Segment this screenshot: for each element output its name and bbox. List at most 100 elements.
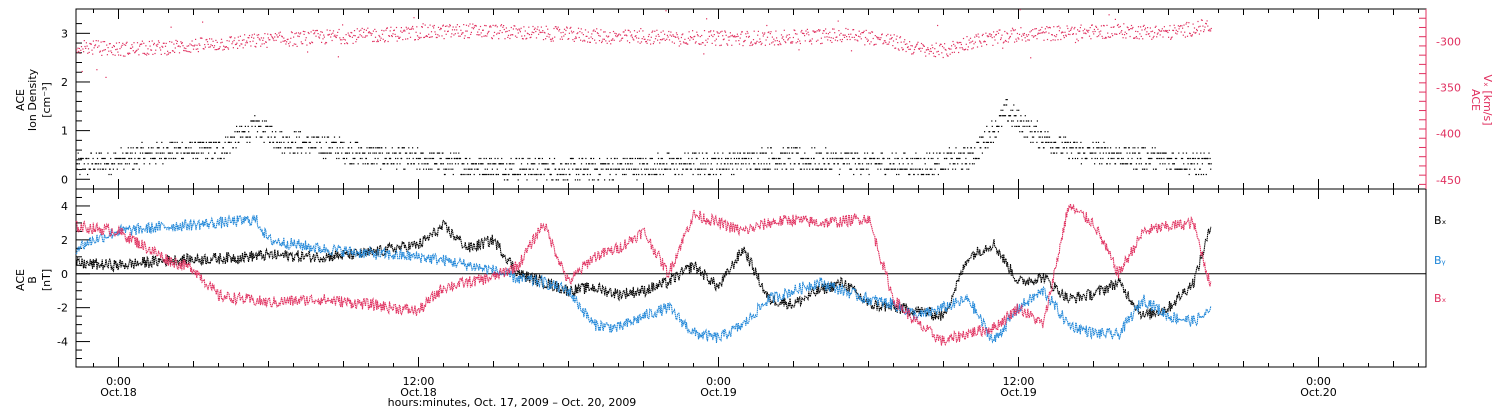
- data-point: [470, 31, 472, 33]
- data-point: [1190, 35, 1192, 37]
- data-point: [115, 49, 117, 51]
- data-point: [1058, 30, 1060, 32]
- data-point: [442, 25, 444, 27]
- data-point: [293, 131, 295, 133]
- data-point: [614, 32, 616, 34]
- data-point: [1039, 147, 1041, 149]
- data-point: [761, 42, 763, 44]
- data-point: [902, 163, 904, 165]
- data-point: [362, 36, 364, 38]
- data-point: [506, 30, 508, 32]
- data-point: [687, 168, 689, 170]
- data-point: [603, 163, 605, 165]
- data-point: [547, 28, 549, 30]
- data-point: [1165, 152, 1167, 154]
- data-point: [854, 163, 856, 165]
- data-point: [547, 163, 549, 165]
- data-point: [1107, 32, 1109, 34]
- data-point: [673, 168, 675, 170]
- data-point: [832, 28, 834, 30]
- data-point: [645, 168, 647, 170]
- data-point: [755, 168, 757, 170]
- data-point: [758, 41, 760, 43]
- data-point: [736, 157, 738, 160]
- data-point: [358, 147, 360, 149]
- data-point: [96, 69, 98, 71]
- data-point: [890, 38, 892, 40]
- data-point: [1179, 26, 1181, 28]
- data-point: [715, 44, 717, 46]
- data-point: [124, 157, 126, 160]
- data-point: [997, 125, 999, 127]
- data-point: [413, 17, 415, 19]
- data-point: [339, 147, 341, 149]
- data-point: [288, 43, 290, 45]
- data-point: [458, 26, 461, 28]
- data-point: [204, 46, 206, 48]
- data-point: [375, 152, 377, 154]
- data-point: [454, 29, 456, 31]
- data-point: [423, 168, 425, 170]
- data-point: [691, 37, 693, 39]
- data-point: [516, 36, 518, 38]
- data-point: [740, 168, 742, 170]
- data-point: [871, 31, 873, 33]
- data-point: [701, 168, 703, 170]
- data-point: [549, 34, 551, 36]
- data-point: [141, 43, 143, 45]
- data-point: [545, 25, 547, 27]
- data-point: [1003, 115, 1005, 117]
- data-point: [479, 25, 482, 28]
- data-point: [923, 45, 925, 47]
- data-point: [881, 152, 883, 154]
- data-point: [158, 41, 160, 44]
- data-point: [582, 173, 584, 176]
- data-point: [674, 36, 676, 38]
- data-point: [426, 157, 428, 160]
- legend-bz: Bₓ: [1434, 292, 1447, 305]
- data-point: [706, 18, 708, 20]
- data-point: [226, 152, 228, 154]
- data-point: [530, 36, 532, 38]
- data-point: [633, 30, 636, 32]
- data-point: [748, 36, 750, 38]
- data-point: [394, 152, 396, 154]
- data-point: [458, 35, 460, 37]
- data-point: [262, 39, 264, 41]
- data-point: [1069, 147, 1071, 149]
- data-point: [305, 37, 307, 39]
- data-point: [997, 42, 999, 44]
- data-point: [1169, 25, 1171, 27]
- data-point: [1177, 25, 1179, 27]
- data-point: [1003, 104, 1005, 106]
- data-point: [774, 40, 776, 42]
- data-point: [971, 163, 974, 165]
- data-point: [112, 163, 114, 165]
- data-point: [666, 152, 668, 154]
- data-point: [857, 157, 859, 160]
- data-point: [351, 163, 353, 165]
- data-point: [469, 23, 471, 25]
- data-point: [502, 173, 504, 176]
- data-point: [253, 37, 255, 39]
- data-point: [690, 163, 692, 165]
- data-point: [933, 55, 935, 57]
- data-point: [605, 168, 607, 170]
- data-point: [494, 163, 496, 165]
- data-point: [1184, 168, 1186, 170]
- data-point: [223, 45, 225, 47]
- data-point: [616, 36, 618, 38]
- data-point: [134, 51, 136, 53]
- data-point: [1154, 147, 1156, 149]
- data-point: [956, 157, 958, 160]
- data-point: [1155, 168, 1157, 170]
- data-point: [737, 152, 739, 154]
- data-point: [939, 43, 941, 45]
- data-point: [1200, 30, 1202, 32]
- data-point: [98, 45, 100, 47]
- data-point: [756, 152, 758, 154]
- data-point: [148, 152, 150, 154]
- data-point: [1047, 141, 1049, 143]
- data-point: [966, 36, 968, 38]
- data-point: [852, 157, 854, 160]
